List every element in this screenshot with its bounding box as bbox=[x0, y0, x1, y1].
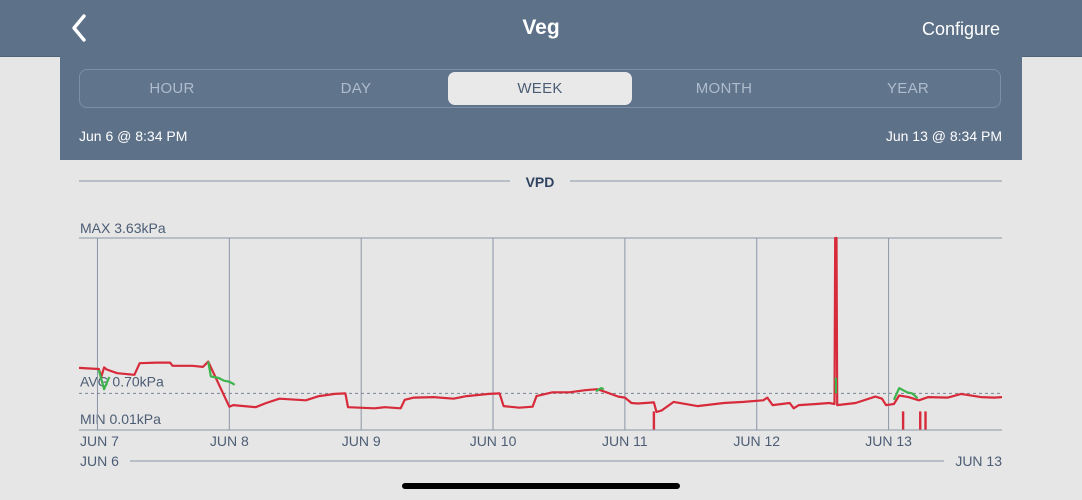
tab-week[interactable]: WEEK bbox=[448, 72, 632, 105]
time-range-segmented-control: HOUR DAY WEEK MONTH YEAR bbox=[79, 69, 1001, 108]
x-tick-label: JUN 11 bbox=[602, 433, 648, 449]
time-range-panel: HOUR DAY WEEK MONTH YEAR Jun 6 @ 8:34 PM… bbox=[60, 56, 1022, 160]
min-label: MIN 0.01kPa bbox=[80, 411, 161, 427]
tab-year[interactable]: YEAR bbox=[886, 80, 930, 97]
vertical-gridlines bbox=[96, 238, 890, 430]
chevron-left-icon bbox=[72, 14, 86, 42]
vpd-line-in-range bbox=[207, 361, 236, 386]
range-start-label: JUN 6 bbox=[80, 453, 119, 469]
x-tick-label: JUN 8 bbox=[210, 433, 249, 449]
max-label: MAX 3.63kPa bbox=[80, 220, 166, 236]
x-tick-label: JUN 10 bbox=[470, 433, 517, 449]
back-button[interactable] bbox=[66, 12, 94, 44]
home-indicator bbox=[402, 483, 680, 489]
tab-day[interactable]: DAY bbox=[340, 80, 372, 97]
avg-label: AVG 0.70kPa bbox=[80, 373, 164, 389]
x-tick-label: JUN 13 bbox=[865, 433, 912, 449]
tab-hour[interactable]: HOUR bbox=[149, 80, 195, 97]
vpd-chart[interactable]: VPD MAX 3.63kPa MIN 0.01kPa AVG 0.70kPa … bbox=[0, 160, 1082, 480]
vpd-line-in-range bbox=[892, 387, 919, 401]
vpd-line-out-of-range bbox=[78, 236, 1003, 414]
x-tick-label: JUN 12 bbox=[733, 433, 780, 449]
x-tick-label: JUN 9 bbox=[342, 433, 381, 449]
vpd-line-in-range bbox=[595, 387, 605, 393]
vpd-line-in-range bbox=[97, 369, 111, 391]
vpd-series bbox=[78, 236, 1003, 430]
range-end-label: JUN 13 bbox=[955, 453, 1002, 469]
range-start-date: Jun 6 @ 8:34 PM bbox=[79, 128, 188, 144]
tab-month[interactable]: MONTH bbox=[695, 80, 753, 97]
x-tick-label: JUN 7 bbox=[80, 433, 119, 449]
page-title: Veg bbox=[522, 16, 560, 39]
chart-title: VPD bbox=[526, 174, 555, 190]
configure-button[interactable]: Configure bbox=[921, 19, 1000, 39]
vpd-line-in-range bbox=[834, 377, 838, 394]
range-end-date: Jun 13 @ 8:34 PM bbox=[885, 128, 1002, 144]
x-axis-tick-labels: JUN 7 JUN 8 JUN 9 JUN 10 JUN 11 JUN 12 JUN 13 bbox=[80, 433, 912, 449]
navigation-bar: Veg Configure bbox=[0, 0, 1082, 57]
